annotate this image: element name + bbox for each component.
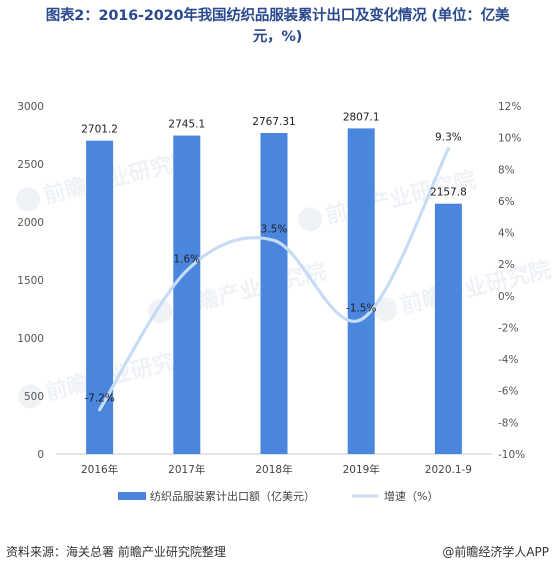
y-right-tick-0: -10% [498, 449, 525, 461]
y-left-tick-3: 1500 [17, 275, 44, 287]
growth-label-3: -1.5% [346, 303, 376, 315]
data-labels: 2701.2 2745.1 2767.31 2807.1 2157.8 -7.2% 1.6%… [81, 111, 467, 404]
y-right-tick-5: 0% [498, 291, 515, 303]
chart-title-line-2: 元，%) [252, 29, 303, 45]
watermark-text-4: 前瞻产业研究院 [398, 257, 554, 319]
y-left-tick-2: 1000 [17, 333, 44, 345]
y-left-tick-1: 500 [24, 391, 44, 403]
footer: 资料来源：海关总署 前瞻产业研究院整理 @前瞻经济学人APP [6, 543, 549, 560]
legend-line-label: 增速（%） [384, 489, 438, 503]
growth-line [98, 147, 450, 412]
growth-label-1: 1.6% [173, 254, 200, 266]
x-tick-0: 2016年 [81, 463, 118, 476]
bar-label-2: 2767.31 [252, 116, 295, 128]
x-tick-3: 2019年 [343, 463, 380, 476]
growth-label-0: -7.2% [84, 393, 114, 405]
legend: 纺织品服装累计出口额（亿美元） 增速（%） [118, 489, 438, 503]
bar-series [86, 128, 462, 454]
bar-0 [86, 140, 114, 454]
y-right-tick-10: 10% [498, 133, 521, 145]
bar-3 [347, 128, 375, 454]
bar-label-3: 2807.1 [343, 111, 380, 123]
line-series [98, 147, 450, 412]
watermark-1: 前瞻产业研究院 [148, 259, 329, 324]
y-left-tick-5: 2500 [17, 159, 44, 171]
axes-layer: 0 500 1000 1500 2000 2500 3000 -10% -8% -6% -4% -2%… [17, 101, 525, 476]
x-tick-2: 2018年 [255, 463, 292, 476]
y-right-tick-4: -2% [498, 322, 518, 334]
chart-title: 图表2：2016-2020年我国纺织品服装累计出口及变化情况 (单位：亿美 元，… [0, 6, 555, 48]
source-note: 资料来源：海关总署 前瞻产业研究院整理 [6, 545, 226, 559]
growth-label-4: 9.3% [435, 132, 462, 144]
x-tick-4: 2020.1-9 [425, 464, 472, 476]
bar-label-0: 2701.2 [81, 124, 118, 136]
x-tick-1: 2017年 [168, 463, 205, 476]
y-right-tick-7: 4% [498, 228, 515, 240]
bar-4 [434, 203, 462, 454]
watermark-text-0: 前瞻产业研究院 [41, 147, 197, 209]
watermark-logo-0 [16, 187, 41, 212]
y-left-tick-0: 0 [37, 449, 44, 461]
y-right-tick-6: 2% [498, 259, 515, 271]
legend-bar-label: 纺织品服装累计出口额（亿美元） [150, 489, 315, 503]
y-right-tick-11: 12% [498, 101, 521, 113]
brand-note: @前瞻经济学人APP [442, 545, 549, 559]
watermark-logo-2 [298, 207, 323, 232]
y-right-tick-3: -4% [498, 354, 518, 366]
chart-title-line-1: 图表2：2016-2020年我国纺织品服装累计出口及变化情况 (单位：亿美 [45, 8, 510, 24]
bar-1 [173, 135, 201, 454]
bar-2 [260, 132, 288, 454]
y-left-tick-6: 3000 [17, 101, 44, 113]
watermark-logo-4 [373, 297, 398, 322]
legend-bar-swatch [118, 492, 146, 500]
y-right-tick-8: 6% [498, 196, 515, 208]
y-right-tick-1: -8% [498, 417, 518, 429]
watermark-logo-3 [18, 384, 43, 409]
y-left-tick-4: 2000 [17, 217, 44, 229]
y-right-tick-9: 8% [498, 164, 515, 176]
bar-label-4: 2157.8 [430, 187, 467, 199]
growth-label-2: 3.5% [261, 223, 288, 235]
bar-label-1: 2745.1 [168, 119, 205, 131]
y-right-tick-2: -6% [498, 386, 518, 398]
